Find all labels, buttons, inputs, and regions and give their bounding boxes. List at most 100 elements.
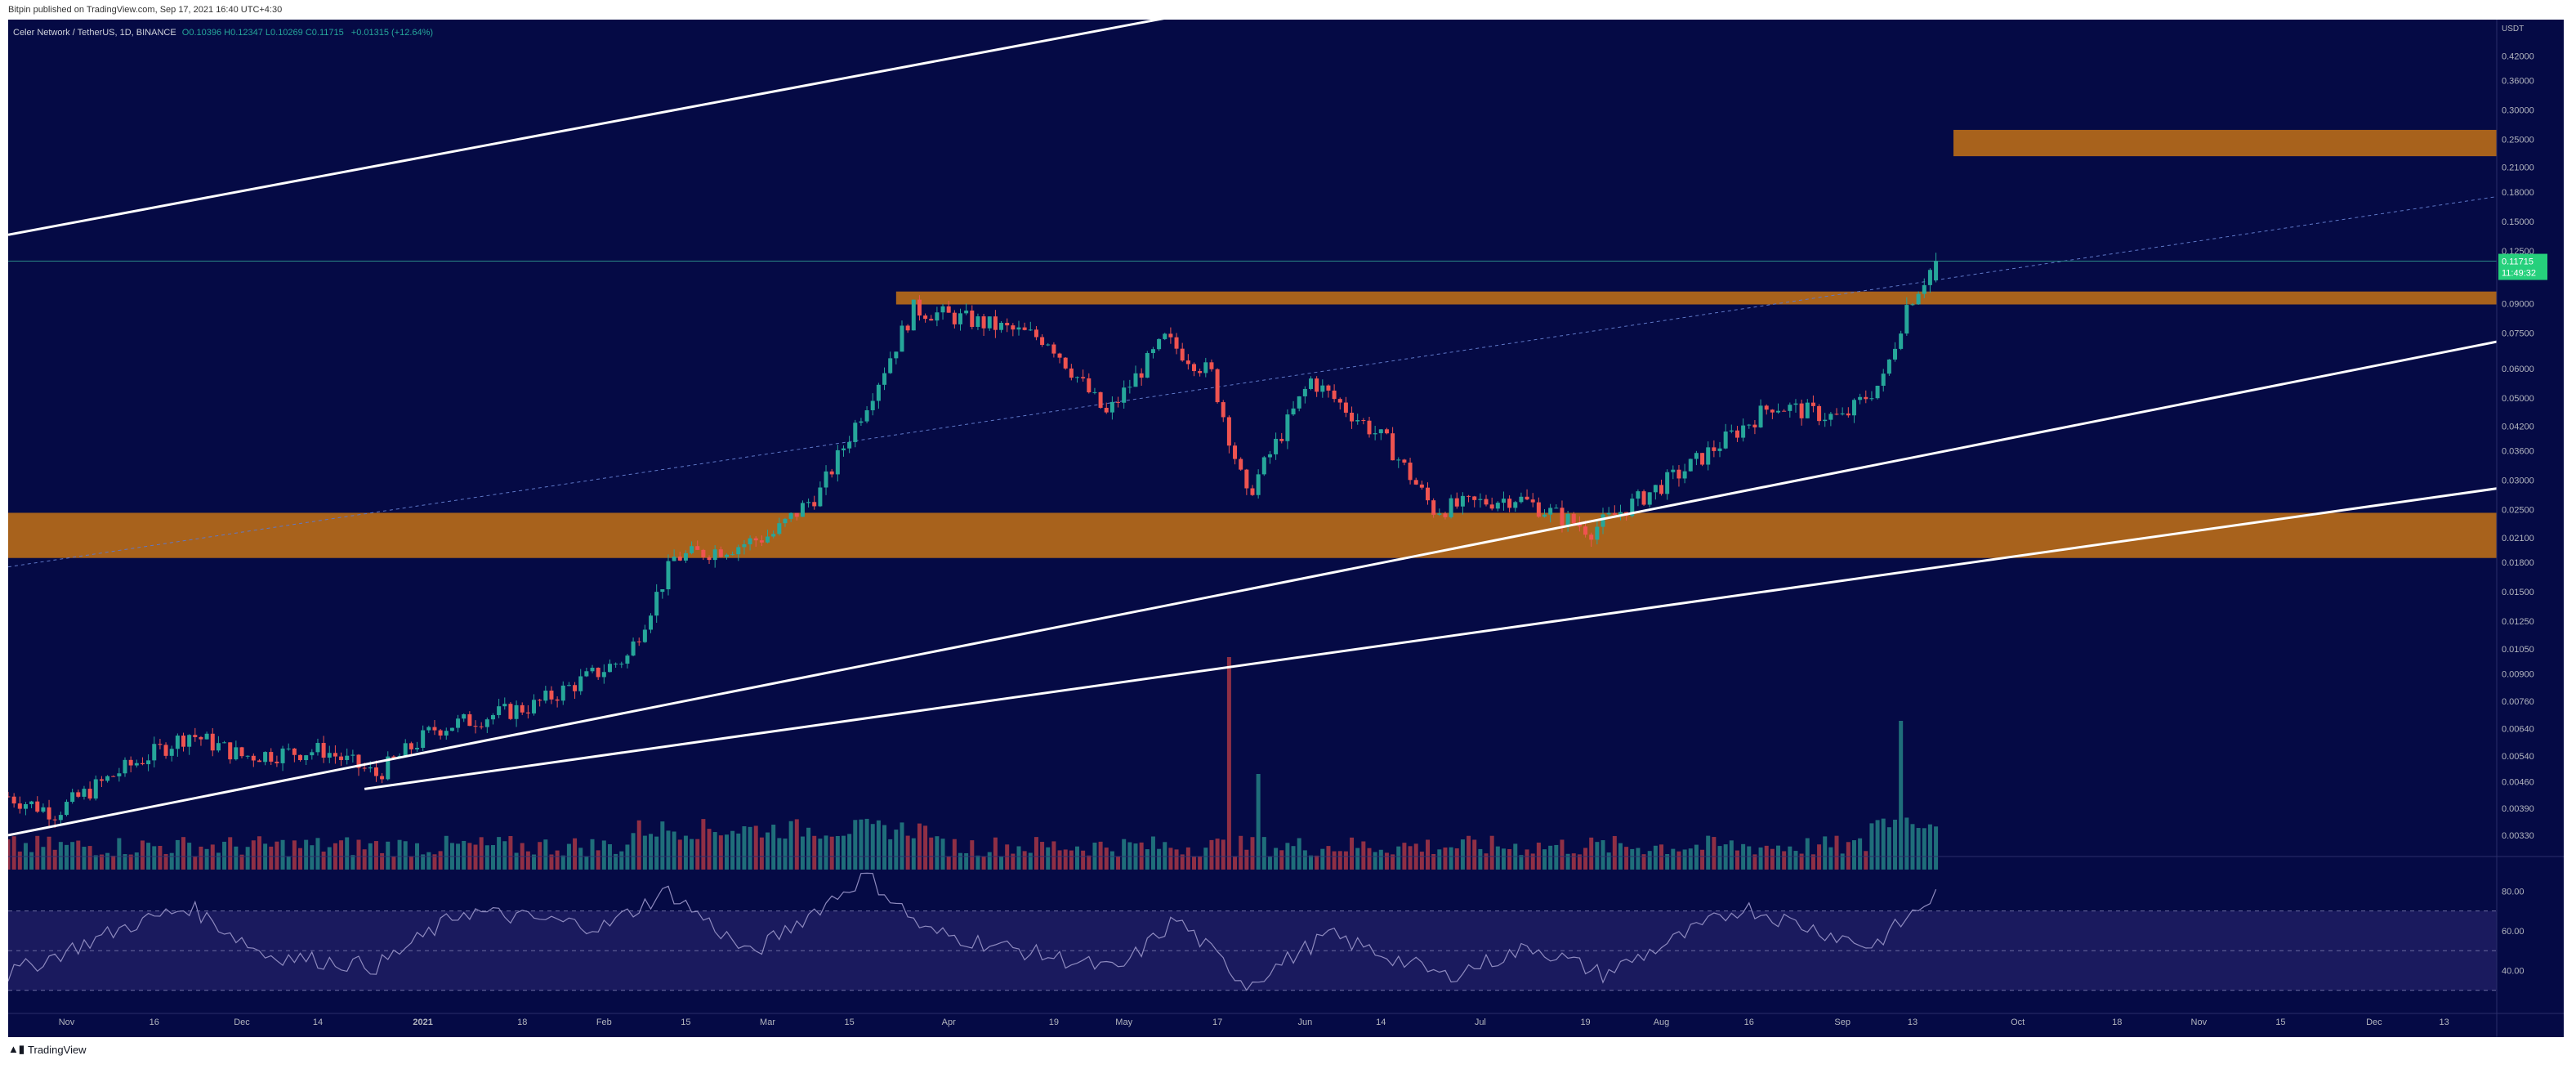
volume-bar [923,825,928,870]
candle-body [1226,417,1231,446]
price-axis-tick: 0.25000 [2502,135,2534,145]
footer-brand[interactable]: TradingView [28,1043,87,1056]
volume-bar [1431,853,1436,870]
candle-body [532,700,537,713]
candle-body [870,400,875,410]
volume-bar [864,818,869,870]
volume-bar [117,838,122,870]
candle-body [1828,414,1833,420]
volume-bar [1326,846,1331,870]
candle-body [1927,270,1932,285]
candle-body [11,796,16,804]
candle-body [1051,344,1056,354]
volume-bar [397,839,402,870]
candle-body [742,543,747,548]
candle-body [1185,360,1190,365]
candle-body [1776,410,1781,413]
candle-body [47,807,51,820]
candle-body [117,773,122,776]
volume-bar [1910,824,1915,870]
volume-bar [1601,840,1605,870]
chart-container[interactable]: USDT 0.42000 0.36000 0.30000 0.25000 0.21000 0… [8,20,2564,1037]
candle-body [888,358,893,373]
volume-bar [473,844,478,870]
volume-bar [993,837,998,870]
candle-body [82,789,87,797]
volume-bar [1302,850,1307,870]
candle-body [783,518,788,524]
candle-body [1267,454,1272,458]
volume-bar [549,854,554,870]
volume-bar [304,839,309,870]
candle-body [573,685,578,691]
volume-bar [1788,846,1792,870]
candle-body [216,743,221,751]
candle-body [128,759,133,766]
volume-bar [298,848,303,870]
volume-bar [403,841,408,870]
candle-body [1595,526,1600,540]
volume-bar [1279,850,1284,870]
candle-body [415,747,420,749]
volume-bar [631,833,636,870]
candle-body [1904,305,1909,334]
candle-body [578,676,583,691]
candle-body [1875,385,1880,399]
volume-bar [444,835,449,870]
price-axis-tick: 0.00900 [2502,670,2534,680]
volume-bar [560,855,565,870]
candle-body [1320,385,1325,392]
rsi-axis-tick: 60.00 [2502,927,2525,937]
candle-body [1168,333,1173,338]
volume-bar [1145,849,1150,870]
volume-bar [1560,839,1565,870]
candle-body [1437,513,1442,515]
volume-bar [426,852,431,870]
candle-body [1665,472,1670,494]
volume-bar [484,845,489,870]
price-axis-tick: 0.42000 [2502,51,2534,61]
candle-body [1150,349,1155,353]
candle-body [1256,474,1261,495]
volume-bar [1028,852,1033,870]
candle-body [923,315,928,320]
volume-bar [210,844,215,870]
time-axis-tick: Feb [596,1018,612,1027]
volume-bar [1396,846,1401,870]
candle-body [350,754,355,756]
volume-bar [660,821,665,870]
time-axis-tick: 14 [1376,1018,1386,1027]
dotted-trend-line [8,196,2498,568]
candle-body [111,776,116,777]
candle-body [449,727,454,731]
volume-bar [373,841,378,870]
candle-body [1758,405,1763,427]
candle-body [1864,396,1868,400]
volume-bar [1752,854,1757,870]
candle-body [1011,325,1016,330]
volume-bar [508,836,513,870]
volume-bar [783,839,788,870]
candle-body [1788,405,1792,411]
candle-body [847,441,852,449]
candle-body [1343,402,1348,413]
candle-body [894,351,899,359]
volume-bar [1478,848,1483,870]
candle-body [275,761,279,763]
volume-bar [321,851,326,870]
volume-bar [1233,856,1238,870]
candle-body [1805,402,1810,418]
candle-body [766,536,770,543]
candle-body [1040,337,1045,346]
candle-body [736,547,741,555]
volume-bar [257,836,261,870]
candle-body [41,807,46,812]
volume-bar [216,852,221,870]
candle-body [1163,333,1167,339]
candle-body [1261,457,1266,475]
volume-bar [1449,847,1453,870]
time-axis-tick: 16 [1744,1018,1754,1027]
candlestick-chart-svg[interactable]: USDT 0.42000 0.36000 0.30000 0.25000 0.21000 0… [8,20,2564,1037]
candle-body [917,299,922,316]
volume-bar [1723,844,1728,870]
